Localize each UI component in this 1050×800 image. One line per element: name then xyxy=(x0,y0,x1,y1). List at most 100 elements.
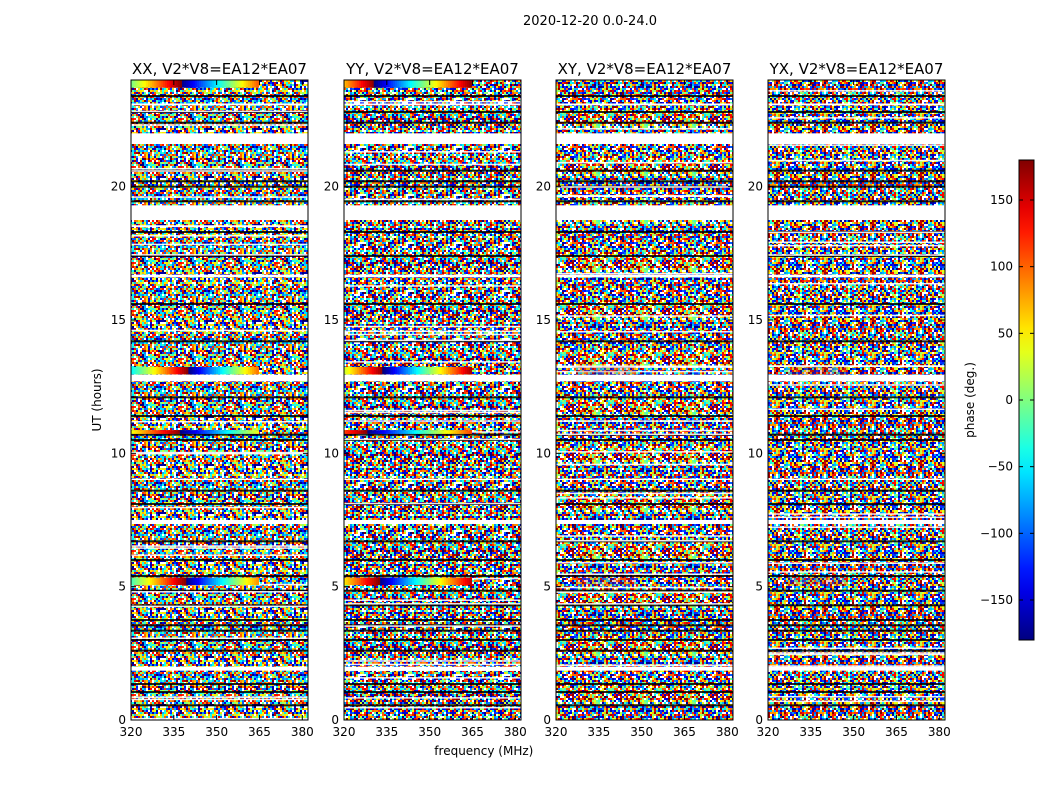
white-row xyxy=(131,254,308,256)
coherent-band xyxy=(388,577,392,586)
coherent-band xyxy=(401,80,405,88)
dark-row xyxy=(556,639,733,641)
colorbar-tick-label: 150 xyxy=(990,193,1013,207)
coherent-band xyxy=(390,366,394,375)
coherent-band xyxy=(190,366,194,375)
white-row xyxy=(131,605,308,608)
white-row xyxy=(556,315,733,317)
coherent-band xyxy=(181,430,185,434)
y-tick-label: 15 xyxy=(748,313,763,327)
data-gap xyxy=(768,274,945,278)
dark-row xyxy=(344,185,521,188)
coherent-band xyxy=(215,80,219,88)
data-gap xyxy=(768,520,945,524)
dark-row xyxy=(556,111,733,113)
dark-row xyxy=(131,185,308,188)
data-gap xyxy=(344,205,521,220)
coherent-band xyxy=(160,80,164,88)
data-gap xyxy=(131,103,308,106)
coherent-band xyxy=(356,366,360,375)
coherent-band xyxy=(131,430,134,434)
coherent-band xyxy=(435,366,439,375)
coherent-band xyxy=(177,577,181,586)
dark-row xyxy=(131,604,308,607)
coherent-band xyxy=(156,80,160,88)
coherent-band xyxy=(437,366,441,375)
coherent-band xyxy=(462,366,466,375)
coherent-band xyxy=(249,430,253,434)
coherent-band xyxy=(401,577,405,586)
coherent-band xyxy=(141,80,145,88)
dark-row xyxy=(344,95,521,97)
coherent-band xyxy=(143,80,147,88)
coherent-band xyxy=(173,577,177,586)
coherent-band xyxy=(426,366,430,375)
white-row xyxy=(344,697,521,699)
coherent-band xyxy=(467,430,470,434)
coherent-band xyxy=(403,366,407,375)
coherent-band xyxy=(252,577,255,586)
dark-row xyxy=(131,649,308,652)
coherent-band xyxy=(386,577,390,586)
y-tick-label: 10 xyxy=(324,446,339,460)
coherent-band xyxy=(363,366,366,375)
coherent-band xyxy=(352,80,356,88)
coherent-band xyxy=(198,430,202,434)
white-row xyxy=(768,144,945,146)
coherent-band xyxy=(143,430,147,434)
coherent-band xyxy=(133,80,136,88)
data-gap xyxy=(556,205,733,220)
heatmap-noise xyxy=(768,80,945,720)
coherent-band xyxy=(422,430,426,434)
coherent-band xyxy=(213,577,217,586)
coherent-band xyxy=(175,430,179,434)
coherent-band xyxy=(186,577,189,586)
dark-row xyxy=(556,704,733,707)
coherent-band xyxy=(397,577,400,586)
coherent-band xyxy=(354,430,358,434)
coherent-band xyxy=(256,80,260,88)
white-row xyxy=(131,451,308,454)
coherent-band xyxy=(226,430,230,434)
coherent-band xyxy=(139,366,143,375)
data-gap xyxy=(768,205,945,220)
coherent-band xyxy=(245,430,249,434)
coherent-band xyxy=(399,366,402,375)
coherent-band xyxy=(454,366,458,375)
x-tick-label: 350 xyxy=(842,725,865,739)
coherent-band xyxy=(188,430,192,434)
coherent-band xyxy=(184,430,187,434)
coherent-band xyxy=(205,80,209,88)
white-row xyxy=(768,526,945,528)
coherent-band xyxy=(441,80,445,88)
dark-row xyxy=(131,683,308,685)
coherent-band xyxy=(407,577,411,586)
white-row xyxy=(131,547,308,549)
white-row xyxy=(556,161,733,164)
coherent-band xyxy=(147,430,151,434)
coherent-band xyxy=(373,430,377,434)
dark-row xyxy=(131,180,308,183)
coherent-band xyxy=(131,80,134,88)
figure-title: 2020-12-20 0.0-24.0 xyxy=(523,14,657,29)
white-row xyxy=(768,562,945,564)
dark-row xyxy=(768,639,945,641)
coherent-band xyxy=(203,577,206,586)
dark-row xyxy=(556,180,733,183)
dark-row xyxy=(131,231,308,233)
coherent-band xyxy=(254,577,257,586)
dark-row xyxy=(344,604,521,607)
coherent-band xyxy=(399,430,402,434)
coherent-band xyxy=(133,577,136,586)
dark-row xyxy=(768,691,945,693)
coherent-band xyxy=(358,366,362,375)
dark-row xyxy=(556,503,733,505)
coherent-band xyxy=(443,430,447,434)
coherent-band xyxy=(367,430,371,434)
coherent-band xyxy=(469,577,473,586)
coherent-band xyxy=(247,577,251,586)
coherent-band xyxy=(167,80,170,88)
coherent-band xyxy=(137,430,141,434)
white-row xyxy=(344,411,521,414)
coherent-band xyxy=(344,577,347,586)
